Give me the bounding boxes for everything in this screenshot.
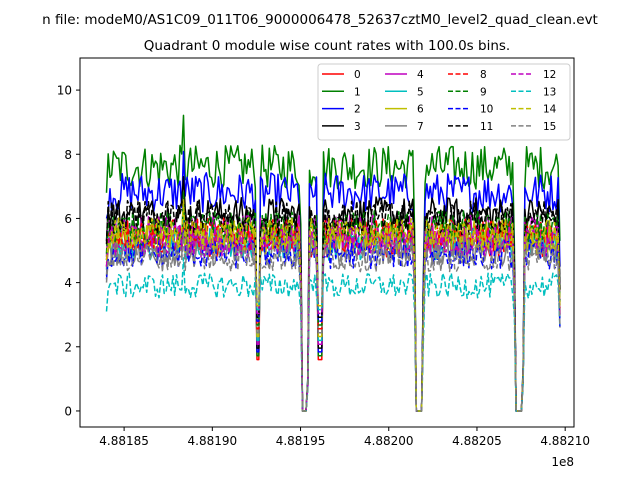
legend-label-10: 10	[480, 104, 493, 116]
legend-box	[317, 63, 571, 141]
legend-label-14: 14	[543, 104, 557, 116]
chart-title: Quadrant 0 module wise count rates with …	[144, 38, 510, 54]
axes-frame	[79, 57, 575, 428]
legend-label-8: 8	[480, 69, 487, 81]
legend-label-3: 3	[354, 121, 361, 133]
legend-label-11: 11	[480, 121, 493, 133]
y-tick-label: 4	[64, 276, 72, 290]
x-tick-label: 4.88185	[99, 434, 149, 448]
series-line-13	[105, 257, 561, 412]
series-line-9	[105, 191, 561, 412]
series-line-14	[105, 199, 561, 412]
legend-label-12: 12	[543, 69, 556, 81]
y-tick-label: 6	[64, 212, 72, 226]
x-tick-label: 4.88210	[540, 434, 590, 448]
series-line-15	[105, 232, 561, 412]
x-axis-offset-label: 1e8	[551, 455, 574, 469]
legend-label-7: 7	[417, 121, 424, 133]
x-axis: 4.88185 4.88190 4.88195 4.88200 4.88205 4.882…	[99, 427, 590, 448]
y-tick-label: 0	[64, 404, 72, 418]
y-axis: 0 2 4 6 8 10	[57, 84, 80, 418]
y-tick-label: 2	[64, 340, 72, 354]
legend-label-9: 9	[480, 86, 487, 98]
legend-label-15: 15	[543, 121, 556, 133]
legend-label-1: 1	[354, 86, 361, 98]
x-tick-label: 4.88195	[276, 434, 326, 448]
y-tick-label: 10	[57, 84, 72, 98]
legend-label-13: 13	[543, 86, 556, 98]
x-tick-label: 4.88205	[452, 434, 502, 448]
x-tick-label: 4.88190	[188, 434, 238, 448]
legend-label-4: 4	[417, 69, 424, 81]
series-layer	[105, 114, 561, 412]
legend-label-2: 2	[354, 104, 361, 116]
legend-label-0: 0	[354, 69, 361, 81]
legend-label-5: 5	[417, 86, 424, 98]
series-line-1	[105, 114, 561, 412]
x-tick-label: 4.88200	[364, 434, 414, 448]
legend-label-6: 6	[417, 104, 424, 116]
series-line-11	[105, 198, 561, 412]
y-tick-label: 8	[64, 148, 72, 162]
figure-suptitle: n file: modeM0/AS1C09_011T06_9000006478_…	[42, 12, 598, 28]
